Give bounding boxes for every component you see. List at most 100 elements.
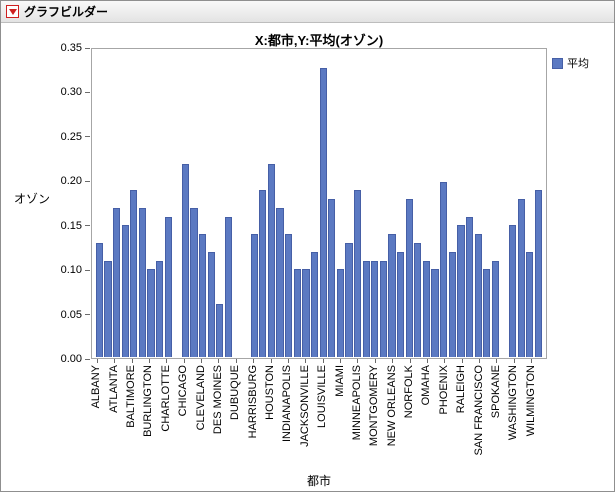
bar[interactable] — [345, 242, 353, 357]
bar[interactable] — [95, 242, 103, 357]
bar[interactable] — [164, 216, 172, 357]
bar[interactable] — [491, 260, 499, 357]
bar[interactable] — [121, 225, 129, 357]
x-tick-slot — [397, 359, 406, 363]
bar-slot — [121, 50, 130, 357]
bar[interactable] — [336, 269, 344, 357]
x-tick-slot — [510, 359, 519, 363]
bar-slot — [319, 50, 328, 357]
bar[interactable] — [474, 234, 482, 357]
panel-title: グラフビルダー — [24, 5, 109, 19]
bar-slot — [414, 50, 423, 357]
bar[interactable] — [465, 216, 474, 357]
bar-slot — [302, 50, 311, 357]
y-tick-label: 0.15 — [60, 219, 82, 232]
plot-frame — [91, 48, 547, 359]
bar[interactable] — [199, 234, 207, 357]
x-label-slot: CLEVELAND — [195, 364, 207, 468]
bar-slot — [207, 50, 216, 357]
x-label-slot: RALEIGH — [455, 364, 467, 468]
bar-slot — [224, 50, 233, 357]
legend-swatch — [552, 57, 563, 69]
x-label-slot: PHOENIX — [438, 364, 450, 468]
bar-slot — [276, 50, 285, 357]
bar[interactable] — [207, 251, 215, 357]
x-label-slot: SPOKANE — [490, 364, 502, 468]
bar[interactable] — [440, 181, 448, 357]
x-tick-mark — [287, 359, 289, 363]
x-label-slot: JACKSONVILLE — [299, 364, 311, 468]
bar-slot — [345, 50, 354, 357]
x-tick-slot — [336, 359, 345, 363]
bar-slot — [482, 50, 491, 357]
bar[interactable] — [362, 260, 370, 357]
bar[interactable] — [517, 199, 525, 357]
bar[interactable] — [259, 190, 267, 357]
x-label-slot: ATLANTA — [108, 364, 120, 468]
bar[interactable] — [302, 269, 310, 357]
chart-title: X:都市,Y:平均(オゾン) — [254, 33, 384, 48]
x-tick-slot — [388, 359, 397, 363]
y-tick: 0.15 — [61, 220, 90, 232]
bar-slot — [474, 50, 483, 357]
bar-slot — [405, 50, 414, 357]
bar[interactable] — [526, 251, 534, 357]
bar[interactable] — [397, 251, 405, 357]
y-tick: 0.20 — [61, 175, 90, 187]
bar[interactable] — [422, 260, 431, 357]
bar-slot — [439, 50, 448, 357]
bar[interactable] — [190, 207, 198, 357]
bar[interactable] — [250, 234, 258, 357]
bar[interactable] — [285, 234, 293, 357]
y-tick-label: 0.25 — [60, 130, 82, 143]
y-tick-mark — [85, 136, 90, 138]
x-tick-slot — [223, 359, 232, 363]
x-tick-slot — [432, 359, 441, 363]
bar-slot — [353, 50, 362, 357]
bar[interactable] — [534, 190, 542, 357]
x-tick-mark — [114, 359, 116, 363]
bar[interactable] — [224, 216, 233, 357]
bar[interactable] — [104, 260, 112, 357]
bar[interactable] — [414, 242, 422, 357]
legend-item-mean[interactable]: 平均 — [552, 55, 589, 71]
bar[interactable] — [508, 225, 517, 357]
x-label-slot: BURLINGTON — [142, 364, 154, 468]
bar[interactable] — [267, 164, 276, 357]
bar[interactable] — [328, 199, 336, 357]
x-tick-mark — [148, 359, 150, 363]
bar[interactable] — [483, 269, 491, 357]
x-tick-mark — [96, 359, 98, 363]
bar-slot — [388, 50, 397, 357]
bar[interactable] — [181, 164, 189, 357]
bar[interactable] — [216, 304, 224, 357]
bar[interactable] — [448, 251, 456, 357]
bar[interactable] — [319, 67, 327, 357]
x-label-slot: BALTIMORE — [125, 364, 137, 468]
y-tick-mark — [85, 47, 90, 49]
bar[interactable] — [310, 251, 319, 357]
bar[interactable] — [431, 269, 439, 357]
bar[interactable] — [130, 190, 138, 357]
bar[interactable] — [371, 260, 379, 357]
bar[interactable] — [138, 207, 146, 357]
x-tick-slot — [527, 359, 536, 363]
bar[interactable] — [293, 269, 301, 357]
x-tick-slot — [467, 359, 476, 363]
bar[interactable] — [405, 199, 413, 357]
bar[interactable] — [147, 269, 155, 357]
bar-slot — [147, 50, 156, 357]
bar[interactable] — [353, 190, 362, 357]
bar-slot — [371, 50, 380, 357]
bar[interactable] — [276, 207, 284, 357]
bar[interactable] — [155, 260, 164, 357]
bar[interactable] — [112, 207, 121, 357]
bar[interactable] — [388, 234, 396, 357]
x-tick-mark — [444, 359, 446, 363]
x-tick-slot — [475, 359, 484, 363]
bar[interactable] — [457, 225, 465, 357]
bar-slot — [448, 50, 457, 357]
bar[interactable] — [379, 260, 388, 357]
red-triangle-menu-icon[interactable] — [6, 5, 19, 18]
